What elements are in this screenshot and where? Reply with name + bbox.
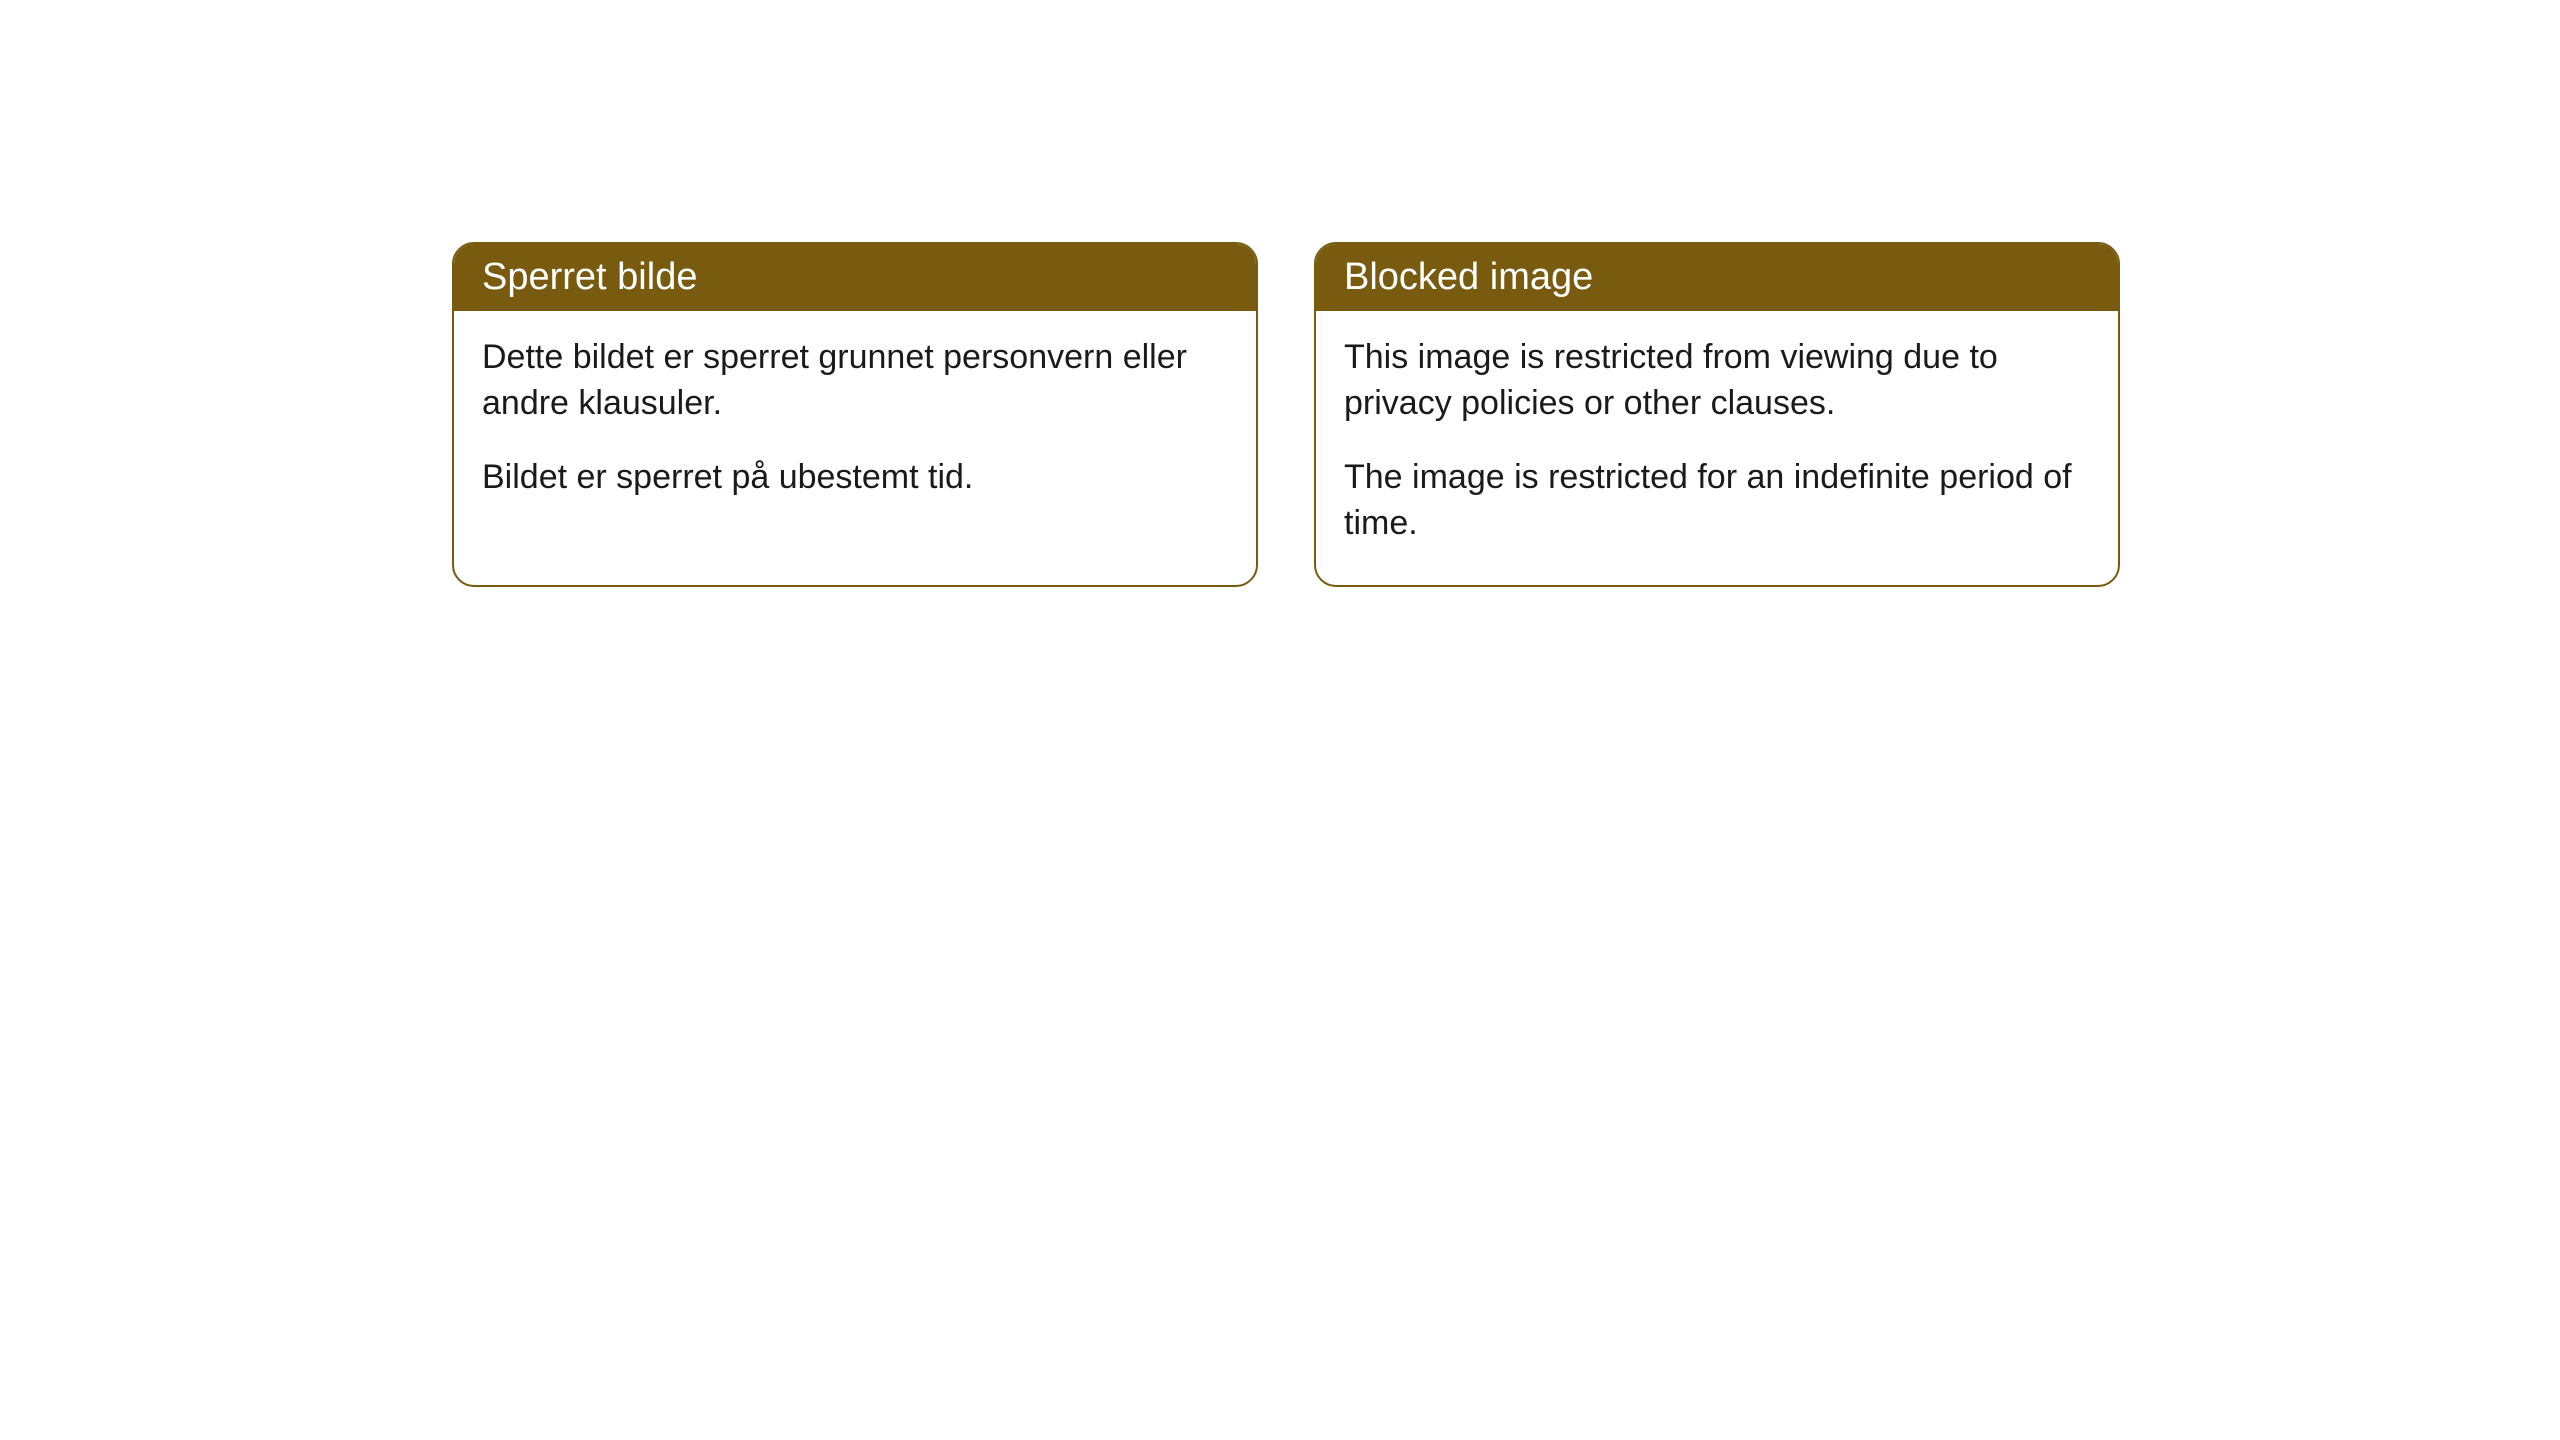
card-body-no: Dette bildet er sperret grunnet personve… <box>454 311 1256 539</box>
card-header-no: Sperret bilde <box>454 244 1256 311</box>
notice-cards-container: Sperret bilde Dette bildet er sperret gr… <box>452 242 2120 587</box>
card-paragraph-2-no: Bildet er sperret på ubestemt tid. <box>482 455 1228 501</box>
card-paragraph-1-no: Dette bildet er sperret grunnet personve… <box>482 335 1228 427</box>
blocked-image-card-en: Blocked image This image is restricted f… <box>1314 242 2120 587</box>
card-paragraph-2-en: The image is restricted for an indefinit… <box>1344 455 2090 547</box>
card-header-en: Blocked image <box>1316 244 2118 311</box>
card-paragraph-1-en: This image is restricted from viewing du… <box>1344 335 2090 427</box>
card-body-en: This image is restricted from viewing du… <box>1316 311 2118 585</box>
blocked-image-card-no: Sperret bilde Dette bildet er sperret gr… <box>452 242 1258 587</box>
